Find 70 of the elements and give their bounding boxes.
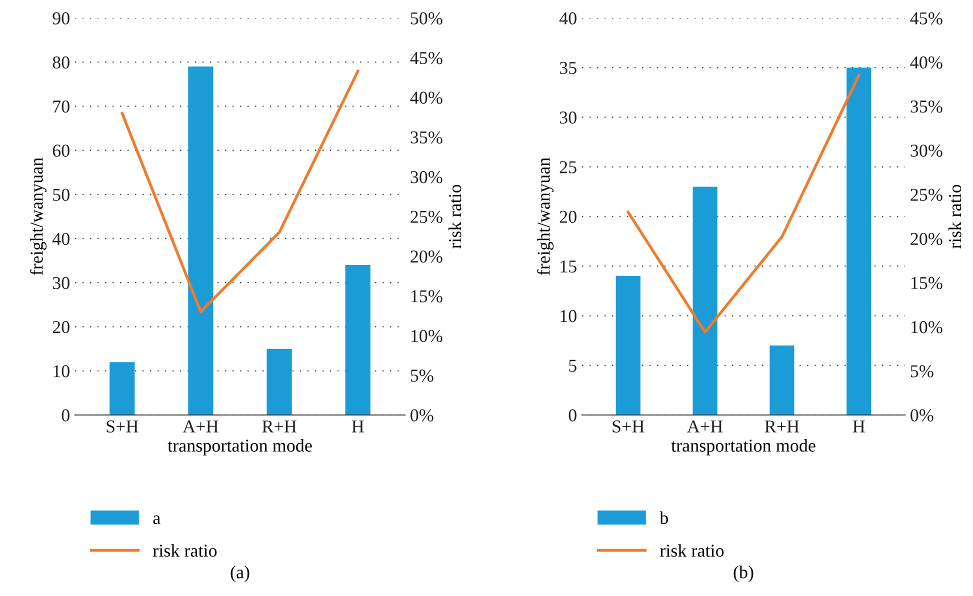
- x-tick-label: H: [852, 420, 865, 432]
- y-tick-label: 30: [52, 276, 70, 290]
- x-tick-label: A+H: [687, 420, 723, 432]
- y2-tick-label: 40%: [410, 92, 442, 104]
- legend-label: a: [153, 515, 160, 524]
- y-tick-label: 40: [559, 12, 576, 24]
- bar: [110, 362, 135, 415]
- y-tick-label: 90: [52, 12, 70, 24]
- y-tick-label: 50: [53, 188, 70, 201]
- y2-tick-label: 15%: [911, 276, 942, 290]
- y2-tick-label: 30%: [410, 171, 442, 184]
- y2-tick-label: 5%: [910, 365, 934, 378]
- x-tick-label: H: [352, 420, 364, 432]
- legend-label: b: [660, 511, 668, 524]
- bar: [616, 276, 640, 415]
- y-tick-label: 0: [568, 409, 576, 422]
- y2-tick-label: 0%: [910, 409, 934, 422]
- text: (a): [230, 566, 250, 582]
- y2-tick-label: 5%: [410, 370, 434, 382]
- x-tick-label: R+H: [262, 420, 296, 432]
- y2-tick-label: 20%: [410, 250, 442, 263]
- x-tick-label: A+H: [182, 420, 218, 432]
- y2-axis-title: risk ratio: [948, 184, 962, 248]
- y2-tick-label: 35%: [410, 131, 442, 144]
- bar: [692, 186, 718, 415]
- y2-tick-label: 15%: [411, 290, 442, 302]
- y-tick-label: 20: [52, 321, 70, 334]
- y2-tick-label: 45%: [910, 12, 942, 24]
- y-axis-title: freight/wanyuan: [536, 158, 554, 276]
- y2-tick-label: 10%: [911, 321, 942, 334]
- y2-tick-label: 0%: [410, 409, 434, 422]
- y-tick-label: 80: [52, 56, 70, 69]
- y-tick-label: 70: [53, 100, 70, 113]
- bar: [345, 265, 370, 415]
- x-tick-label: R+H: [764, 420, 800, 432]
- line-series: [120, 70, 360, 314]
- y-tick-label: 10: [54, 365, 70, 378]
- y-tick-label: 20: [560, 210, 576, 223]
- y2-tick-label: 35%: [910, 100, 942, 113]
- y-tick-label: 5: [569, 360, 576, 372]
- y-axis-title: freight/wanyuan: [30, 158, 47, 276]
- bar: [188, 66, 214, 415]
- y-tick-label: 60: [52, 144, 70, 157]
- y-tick-label: 40: [52, 232, 70, 245]
- bar: [770, 346, 794, 415]
- line-series: [626, 74, 860, 334]
- y2-tick-label: 30%: [910, 144, 942, 157]
- y2-tick-label: 25%: [910, 188, 942, 201]
- y-tick-label: 25: [560, 161, 576, 174]
- y-tick-label: 15: [560, 260, 576, 273]
- text: (b): [734, 566, 754, 582]
- y2-tick-label: 20%: [910, 232, 942, 246]
- x-axis-title: transportation mode: [168, 439, 312, 456]
- legend-label: risk ratio: [660, 544, 724, 557]
- bar: [266, 348, 292, 415]
- y2-tick-label: 10%: [411, 330, 442, 342]
- x-tick-label: S+H: [106, 420, 138, 433]
- x-axis-title: transportation mode: [671, 439, 816, 456]
- legend-label: risk ratio: [153, 544, 217, 557]
- y2-tick-label: 40%: [910, 56, 942, 69]
- y-tick-label: 10: [560, 310, 576, 322]
- y2-tick-label: 25%: [410, 210, 442, 223]
- y-tick-label: 30: [560, 112, 576, 124]
- y-tick-label: 35: [560, 62, 576, 74]
- y-tick-label: 0: [62, 409, 70, 422]
- x-tick-label: S+H: [612, 420, 644, 433]
- y2-tick-label: 45%: [410, 52, 442, 64]
- y2-tick-label: 50%: [410, 12, 442, 24]
- bar: [846, 68, 872, 415]
- y2-axis-title: risk ratio: [448, 184, 462, 248]
